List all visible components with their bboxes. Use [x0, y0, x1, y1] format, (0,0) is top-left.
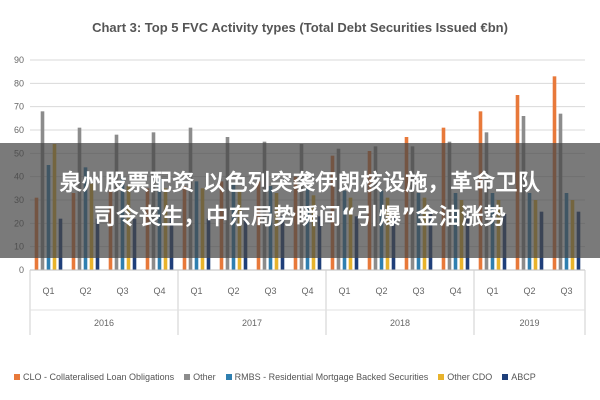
x-tick-label: Q2 [79, 286, 91, 296]
legend-item: Other CDO [438, 372, 492, 382]
y-tick-label: 90 [14, 55, 24, 65]
legend-swatch [438, 374, 445, 380]
x-tick-label: Q1 [42, 286, 54, 296]
x-tick-label: Q2 [375, 286, 387, 296]
news-headline-overlay: 泉州股票配资 以色列突袭伊朗核设施，革命卫队 司令丧生，中东局势瞬间“引爆”金油… [0, 143, 600, 258]
legend-label: Other [193, 372, 216, 382]
x-tick-label: Q3 [116, 286, 128, 296]
headline-line-2: 司令丧生，中东局势瞬间“引爆”金油涨势 [93, 204, 507, 230]
legend-label: ABCP [511, 372, 536, 382]
chart-legend: CLO - Collateralised Loan Obligations Oth… [14, 372, 594, 382]
legend-item: ABCP [502, 372, 536, 382]
y-tick-label: 80 [14, 78, 24, 88]
x-tick-label: Q4 [449, 286, 461, 296]
headline-line-1: 泉州股票配资 以色列突袭伊朗核设施，革命卫队 [59, 170, 541, 196]
x-tick-label: Q1 [338, 286, 350, 296]
x-tick-label: Q1 [190, 286, 202, 296]
x-tick-label: Q4 [153, 286, 165, 296]
legend-label: Other CDO [447, 372, 493, 382]
legend-label: RMBS - Residential Mortgage Backed Secur… [234, 372, 429, 382]
y-tick-label: 60 [14, 125, 24, 135]
legend-label: CLO - Collateralised Loan Obligations [23, 372, 175, 382]
x-group-label: 2018 [390, 318, 410, 328]
y-tick-label: 70 [14, 102, 24, 112]
legend-swatch [184, 374, 191, 380]
legend-swatch [502, 374, 509, 380]
x-tick-label: Q1 [486, 286, 498, 296]
chart-title: Chart 3: Top 5 FVC Activity types (Total… [92, 20, 508, 35]
y-tick-label: 0 [19, 265, 24, 275]
x-tick-label: Q2 [523, 286, 535, 296]
x-axis: Q1 Q2 Q3 Q4 Q1 Q2 Q3 Q4 Q1 Q2 Q3 Q4 Q1 Q2 Q3 2016 2017 20… [29, 269, 586, 335]
x-tick-label: Q2 [227, 286, 239, 296]
legend-swatch [225, 374, 232, 380]
x-tick-label: Q3 [264, 286, 276, 296]
legend-item: Other [184, 372, 216, 382]
x-tick-label: Q4 [301, 286, 313, 296]
x-tick-label: Q3 [560, 286, 572, 296]
legend-item: RMBS - Residential Mortgage Backed Secur… [225, 372, 429, 382]
x-group-label: 2017 [242, 318, 262, 328]
x-group-label: 2016 [94, 318, 114, 328]
x-tick-label: Q3 [412, 286, 424, 296]
x-group-label: 2019 [519, 318, 539, 328]
legend-item: CLO - Collateralised Loan Obligations [14, 372, 174, 382]
legend-swatch [14, 374, 20, 380]
